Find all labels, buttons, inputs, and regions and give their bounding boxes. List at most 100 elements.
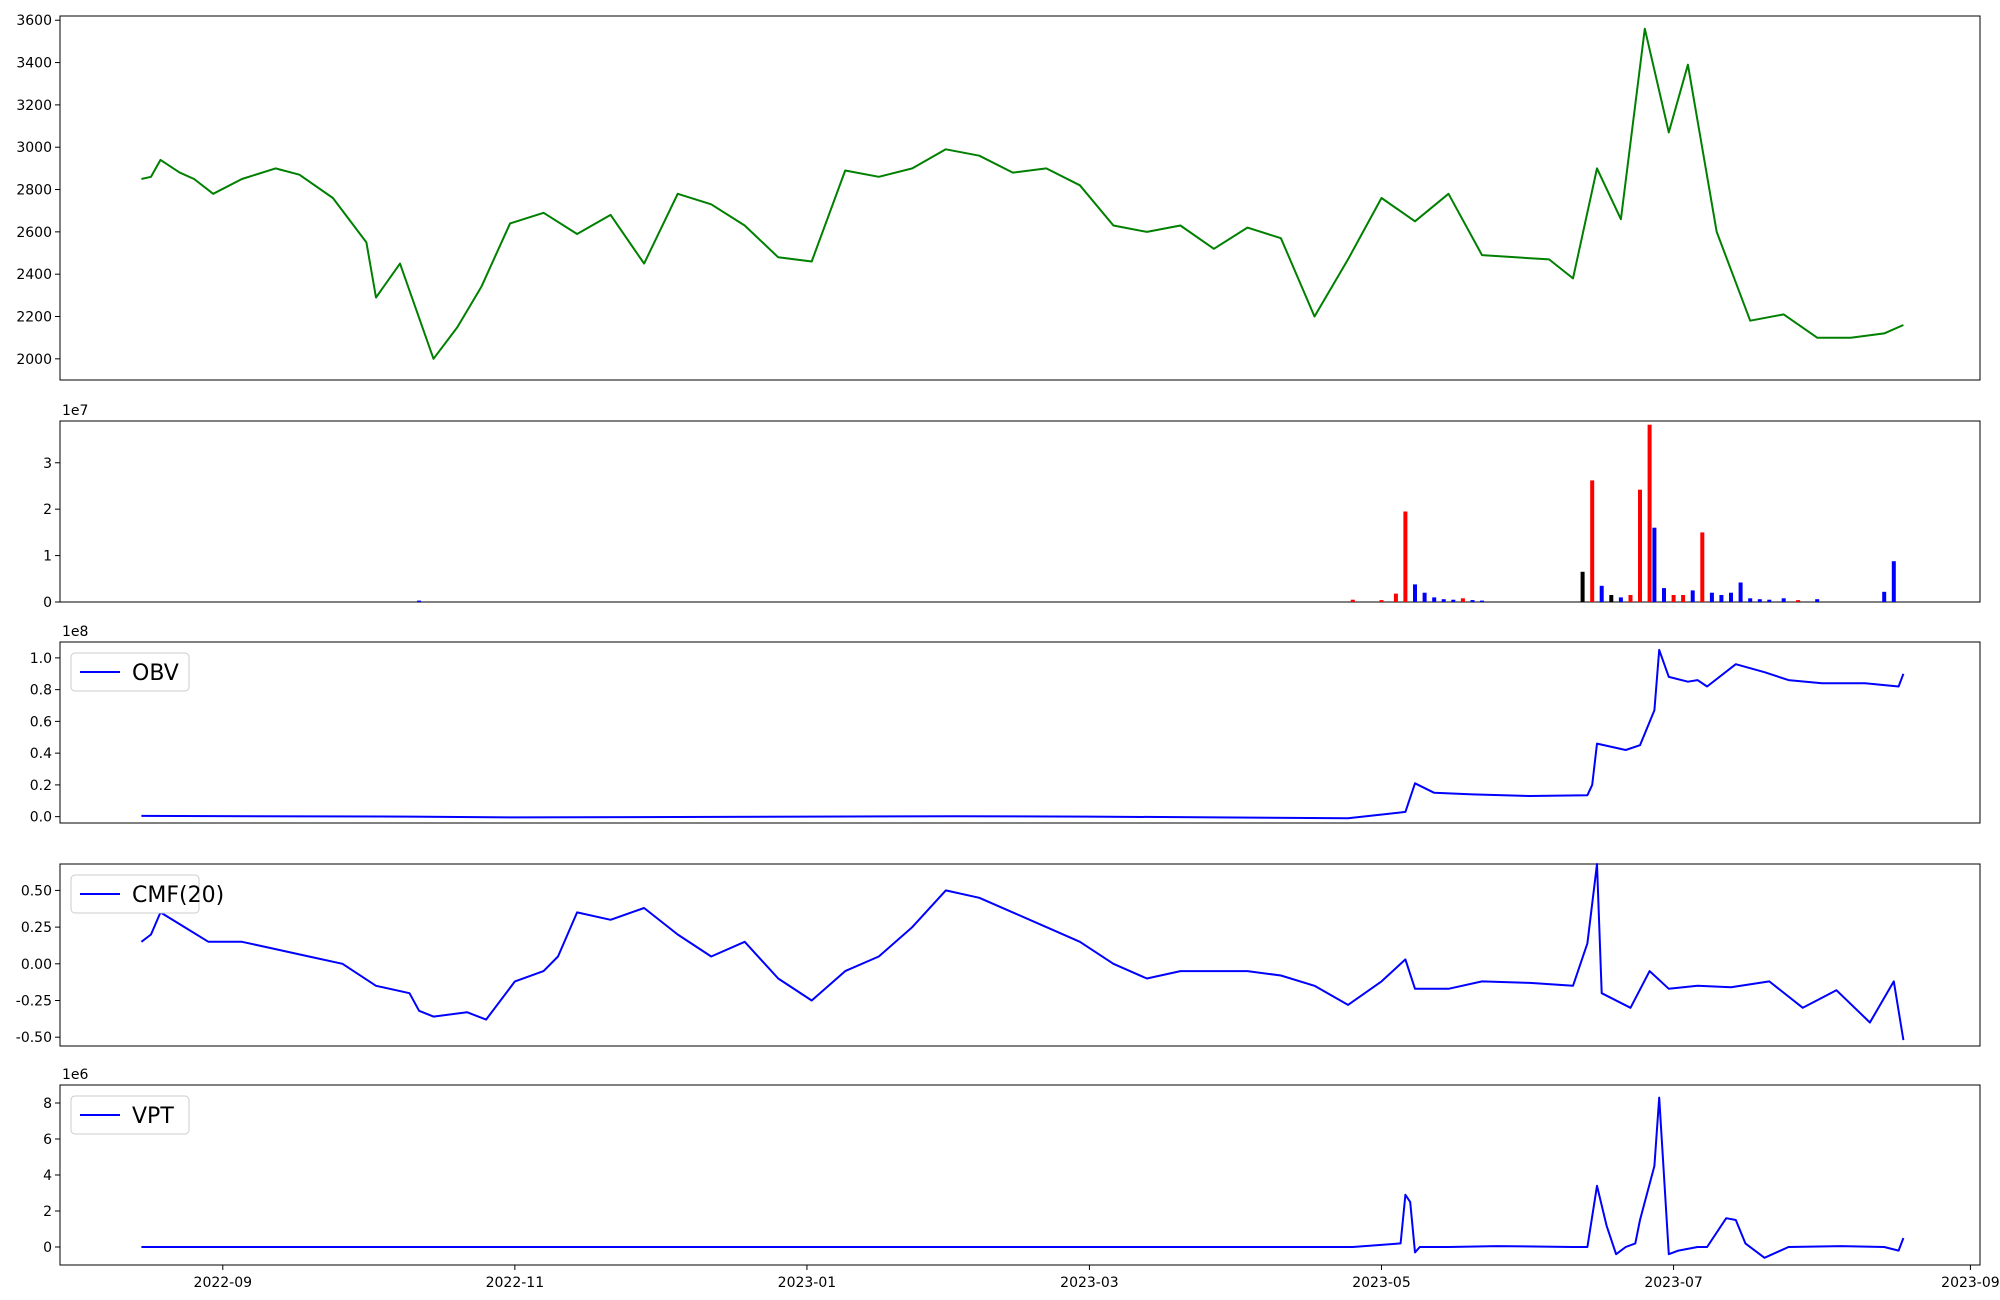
volume-bar [1891, 561, 1896, 602]
y-tick-label: -0.50 [16, 1030, 52, 1046]
y-tick-label: 2 [43, 502, 52, 518]
volume-bar [1681, 595, 1686, 602]
volume-bar [1618, 597, 1623, 602]
y-scale-label: 1e8 [62, 624, 88, 640]
volume-bar [1413, 584, 1417, 602]
series-line-cmf-20- [140, 863, 1905, 1041]
y-tick-label: 2 [43, 1204, 52, 1220]
x-tick-label: 2022-09 [194, 1275, 253, 1291]
volume-bar [1748, 598, 1753, 602]
volume-bar [1709, 592, 1714, 602]
x-tick-label: 2023-05 [1352, 1275, 1411, 1291]
volume-bar [1815, 599, 1820, 602]
x-tick-label: 2023-01 [778, 1275, 837, 1291]
y-tick-label: 0.4 [30, 746, 52, 762]
legend: OBV [70, 652, 190, 692]
volume-bar [1599, 585, 1604, 602]
volume-bar [1729, 592, 1733, 602]
volume-bar [1441, 599, 1446, 602]
volume-bar [1480, 600, 1484, 602]
legend-box [70, 1095, 190, 1135]
legend-label: OBV [132, 661, 179, 686]
y-tick-label: 0 [43, 1240, 52, 1256]
axes-frame [59, 641, 1981, 824]
series-line-obv [141, 648, 1905, 820]
y-tick-label: 3600 [16, 13, 52, 29]
volume-bar [1580, 571, 1585, 602]
y-tick-label: 4 [43, 1168, 52, 1184]
panel-price: 2000 2200 2400 2600 2800 3000 3200 3400 3600 [16, 13, 1981, 381]
volume-bar [1652, 527, 1657, 602]
volume-bar [1700, 532, 1705, 602]
y-tick-label: 2200 [16, 310, 52, 326]
volume-bar [1796, 600, 1801, 602]
volume-bar [1432, 597, 1437, 602]
y-scale-label: 1e6 [62, 1067, 89, 1083]
volume-bar [1350, 599, 1355, 602]
volume-bar [1379, 600, 1384, 602]
x-tick-label: 2023-07 [1644, 1275, 1703, 1291]
panel-obv: 0.0 0.2 0.4 0.6 0.8 1.0 1e8 OBV [30, 624, 1981, 826]
legend-label: CMF(20) [132, 883, 224, 908]
y-tick-label: 2800 [16, 183, 52, 199]
volume-bar [1403, 511, 1408, 602]
volume-bar [1882, 591, 1887, 602]
axes-frame [59, 420, 1981, 603]
y-tick-label: -0.25 [16, 994, 52, 1010]
legend-box [70, 874, 200, 914]
y-tick-label: 0.00 [21, 957, 52, 973]
y-tick-label: 3400 [16, 56, 52, 72]
series-line-price [141, 27, 1904, 360]
volume-bar [1719, 595, 1724, 602]
y-tick-label: 6 [43, 1132, 52, 1148]
y-tick-label: 0.0 [30, 810, 52, 826]
y-tick-label: 3200 [16, 98, 52, 114]
legend-box [70, 652, 190, 692]
volume-bar [1767, 599, 1772, 602]
y-tick-label: 2600 [16, 225, 52, 241]
y-tick-label: 0 [43, 595, 52, 611]
volume-bar [1460, 598, 1465, 602]
y-tick-label: 3 [43, 456, 52, 472]
y-tick-label: 2400 [16, 267, 52, 283]
volume-bar [1422, 592, 1427, 602]
volume-bar [1451, 599, 1456, 602]
volume-bar [1628, 595, 1633, 602]
volume-bar [1662, 588, 1666, 602]
series-line-vpt [141, 1096, 1905, 1259]
volume-bar [1638, 489, 1642, 602]
y-tick-label: 0.25 [21, 920, 52, 936]
y-tick-label: 1 [43, 549, 52, 565]
legend: VPT [70, 1095, 190, 1135]
volume-bar [1757, 599, 1762, 602]
volume-bar [417, 600, 422, 602]
y-tick-label: 0.6 [30, 714, 52, 730]
x-tick-label: 2022-11 [486, 1275, 545, 1291]
legend: CMF(20) [70, 874, 224, 914]
y-tick-label: 0.2 [30, 778, 52, 794]
y-tick-label: 2000 [16, 352, 52, 368]
y-tick-label: 1.0 [30, 651, 52, 667]
volume-bar [1470, 600, 1475, 602]
y-tick-label: 8 [43, 1096, 52, 1112]
legend-label: VPT [132, 1104, 174, 1129]
volume-bar [1647, 424, 1652, 602]
volume-bar [1590, 480, 1595, 602]
volume-bar [1690, 590, 1695, 602]
x-tick-label: 2023-09 [1941, 1275, 2000, 1291]
panel-cmf-20-: -0.50 -0.25 0.00 0.25 0.50 CMF(20) [16, 863, 1981, 1047]
volume-bar [1781, 598, 1786, 602]
panel-volume: 0 1 2 3 1e7 [43, 403, 1981, 611]
volume-bar [1738, 582, 1743, 602]
volume-bar [1393, 593, 1398, 602]
y-tick-label: 0.50 [21, 883, 52, 899]
y-tick-label: 3000 [16, 140, 52, 156]
x-tick-label: 2023-03 [1060, 1275, 1119, 1291]
axes-frame [59, 863, 1981, 1047]
panel-vpt: 0 2 4 6 8 1e6 VPT 2022-09 2022-11 2023-01 2023-03 2… [43, 1067, 2000, 1291]
volume-bar [1609, 595, 1614, 602]
axes-frame [59, 15, 1981, 381]
volume-bar [1671, 595, 1676, 602]
